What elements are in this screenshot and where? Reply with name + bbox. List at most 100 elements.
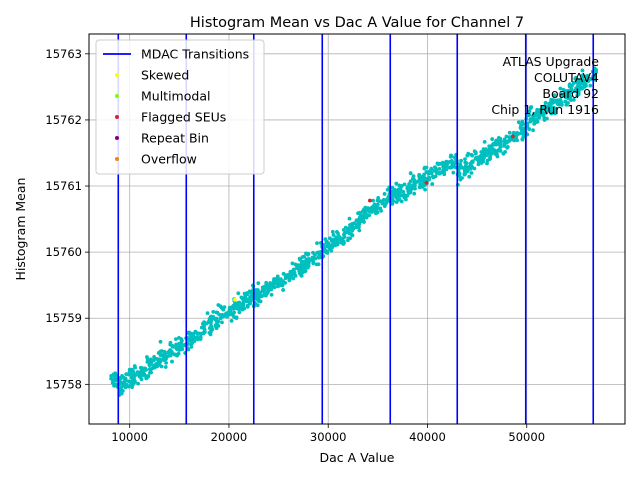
flagged-point <box>368 198 372 203</box>
data-point <box>255 288 259 293</box>
data-point <box>156 357 160 362</box>
data-point <box>564 102 569 107</box>
data-point <box>186 347 191 352</box>
data-point <box>170 343 175 348</box>
data-point <box>563 99 568 104</box>
data-point <box>168 340 173 345</box>
data-point <box>371 198 376 203</box>
annotation-line: ATLAS Upgrade <box>503 54 600 69</box>
y-tick-label: 15759 <box>45 311 82 325</box>
data-point <box>581 79 586 84</box>
data-point <box>152 355 157 359</box>
data-point <box>350 233 355 238</box>
data-point <box>481 153 485 158</box>
data-point <box>306 264 311 268</box>
data-point <box>302 259 306 264</box>
data-point <box>578 85 583 90</box>
data-point <box>289 269 294 274</box>
data-point <box>140 366 145 371</box>
data-point <box>520 137 525 142</box>
data-point <box>213 323 218 328</box>
data-point <box>274 281 279 286</box>
data-point <box>248 290 253 294</box>
data-point <box>582 84 587 89</box>
data-point <box>354 223 359 227</box>
data-point <box>558 92 563 96</box>
y-tick-label: 15763 <box>45 47 82 61</box>
data-point <box>495 148 500 153</box>
data-point <box>363 205 368 210</box>
data-point <box>399 199 404 204</box>
data-point <box>197 331 202 336</box>
data-point <box>245 303 250 308</box>
data-point <box>543 100 548 105</box>
data-point <box>347 216 352 221</box>
data-point <box>147 359 152 364</box>
data-point <box>329 239 334 243</box>
data-point <box>262 291 267 296</box>
data-point <box>515 138 519 143</box>
data-point <box>438 161 442 166</box>
data-point <box>330 244 335 249</box>
data-point <box>237 304 242 309</box>
data-point <box>111 372 116 377</box>
data-point <box>441 164 446 169</box>
data-point <box>470 153 475 158</box>
data-point <box>341 239 346 244</box>
data-point <box>156 351 161 355</box>
data-point <box>553 108 558 113</box>
data-point <box>132 373 136 378</box>
legend-dot-swatch <box>115 157 119 161</box>
data-point <box>324 239 329 244</box>
data-point <box>220 313 225 317</box>
data-point <box>588 83 593 88</box>
x-tick-label: 20000 <box>211 430 248 444</box>
data-point <box>580 68 585 73</box>
data-point <box>316 262 321 267</box>
data-point <box>418 182 423 187</box>
data-point <box>420 174 424 179</box>
data-point <box>406 185 411 190</box>
data-point <box>534 117 539 122</box>
data-point <box>502 141 507 146</box>
data-point <box>290 261 295 266</box>
data-point <box>274 278 279 283</box>
data-point <box>468 162 473 166</box>
y-tick-label: 15758 <box>45 377 82 391</box>
data-point <box>313 256 318 261</box>
data-point <box>300 255 305 259</box>
flagged-point <box>510 134 515 139</box>
data-point <box>501 151 506 156</box>
data-point <box>258 290 263 295</box>
data-point <box>266 288 271 293</box>
data-point <box>364 211 368 216</box>
data-point <box>380 201 385 206</box>
legend-label: Multimodal <box>141 89 210 104</box>
data-point <box>189 342 194 346</box>
data-point <box>580 73 585 78</box>
data-point <box>195 337 200 342</box>
x-tick-label: 30000 <box>310 430 347 444</box>
data-point <box>260 285 265 290</box>
data-point <box>311 261 316 266</box>
data-point <box>496 136 501 140</box>
data-point <box>172 352 177 357</box>
data-point <box>179 338 184 343</box>
data-point <box>300 269 305 273</box>
data-point <box>237 310 242 315</box>
data-point <box>378 206 383 211</box>
data-point <box>298 272 303 277</box>
data-point <box>451 170 456 175</box>
data-point <box>214 318 219 323</box>
data-point <box>201 331 206 336</box>
data-point <box>167 353 171 358</box>
data-point <box>527 109 532 114</box>
flagged-point <box>424 180 429 185</box>
data-point <box>498 141 503 146</box>
annotation-line: Chip 1, Run 1916 <box>491 102 599 117</box>
data-point <box>395 188 400 193</box>
data-point <box>544 116 549 121</box>
data-point <box>129 379 134 384</box>
legend-label: MDAC Transitions <box>141 47 249 62</box>
